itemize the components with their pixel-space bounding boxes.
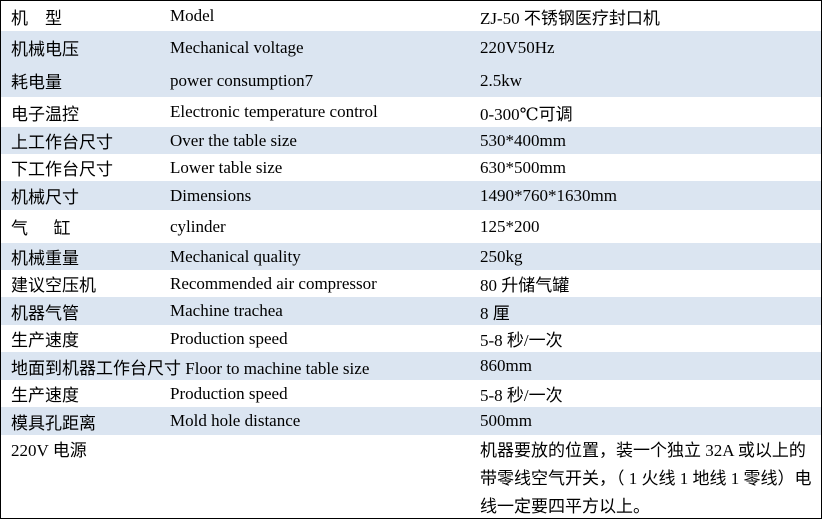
table-cell: 机械电压: [0, 31, 161, 65]
table-cell: 机械重量: [0, 243, 161, 271]
table-cell: 1490*760*1630mm: [470, 181, 822, 211]
table-cell: 220V50Hz: [470, 31, 822, 65]
table-cell: 860mm: [470, 352, 822, 381]
table-cell: 模具孔距离: [0, 407, 161, 436]
table-cell: 上工作台尺寸: [0, 127, 161, 155]
table-cell: Mold hole distance: [160, 407, 471, 436]
table-cell: Machine trachea: [160, 297, 471, 326]
table-cell: 530*400mm: [470, 127, 822, 155]
table-cell: Electronic temperature control: [160, 97, 471, 128]
table-cell: 生产速度: [0, 380, 161, 408]
table-cell: 5-8 秒/一次: [470, 380, 822, 408]
table-cell: 500mm: [470, 407, 822, 436]
table-cell: 125*200: [470, 210, 822, 244]
table-cell: 250kg: [470, 243, 822, 271]
table-cell: 耗电量: [0, 64, 161, 98]
table-cell: 下工作台尺寸: [0, 154, 161, 182]
table-cell: Model: [160, 0, 471, 32]
table-cell: Mechanical voltage: [160, 31, 471, 65]
table-cell: 生产速度: [0, 325, 161, 353]
table-cell: 2.5kw: [470, 64, 822, 98]
table-cell: 220V 电源: [0, 435, 471, 519]
table-cell: 建议空压机: [0, 270, 161, 298]
table-cell: Dimensions: [160, 181, 471, 211]
table-cell: Production speed: [160, 325, 471, 353]
table-cell: Over the table size: [160, 127, 471, 155]
table-cell: Mechanical quality: [160, 243, 471, 271]
table-cell: Recommended air compressor: [160, 270, 471, 298]
table-cell: 气 缸: [0, 210, 161, 244]
table-cell: 机械尺寸: [0, 181, 161, 211]
table-cell: Production speed: [160, 380, 471, 408]
table-cell: 0-300℃可调: [470, 97, 822, 128]
table-cell: 机 型: [0, 0, 161, 32]
table-cell: 机器气管: [0, 297, 161, 326]
table-cell: 5-8 秒/一次: [470, 325, 822, 353]
table-cell: 80 升储气罐: [470, 270, 822, 298]
table-cell: 机器要放的位置，装一个独立 32A 或以上的带零线空气开关，（ 1 火线 1 地…: [470, 435, 822, 519]
table-cell: 电子温控: [0, 97, 161, 128]
table-cell: Lower table size: [160, 154, 471, 182]
table-cell: 630*500mm: [470, 154, 822, 182]
table-cell: power consumption7: [160, 64, 471, 98]
table-cell: ZJ-50 不锈钢医疗封口机: [470, 0, 822, 32]
table-cell: 8 厘: [470, 297, 822, 326]
table-cell: cylinder: [160, 210, 471, 244]
table-cell: 地面到机器工作台尺寸 Floor to machine table size: [0, 352, 471, 381]
